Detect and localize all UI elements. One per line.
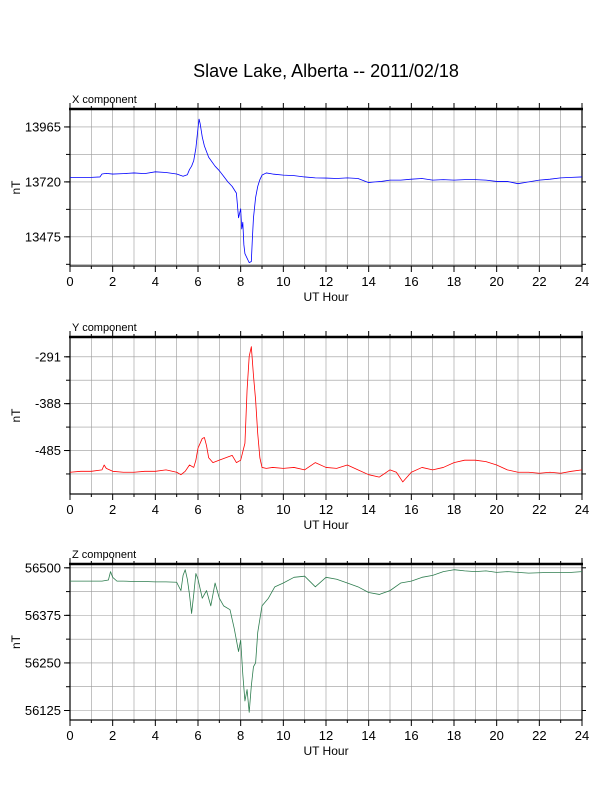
tick-label-x-x-6: 12 (319, 274, 333, 289)
tick-label-y-y-1: -388 (35, 396, 61, 411)
tick-label-x-z-0: 0 (66, 728, 73, 743)
series-line-y-0 (69, 346, 583, 483)
tick-label-x-x-7: 14 (361, 274, 375, 289)
tick-label-x-z-10: 20 (489, 728, 503, 743)
tick-label-x-z-9: 18 (447, 728, 461, 743)
tick-label-x-x-1: 2 (109, 274, 116, 289)
tick-label-x-z-1: 2 (109, 728, 116, 743)
tick-label-x-x-12: 24 (575, 274, 589, 289)
tick-label-x-z-4: 8 (237, 728, 244, 743)
tick-label-y-x-1: 13720 (25, 174, 61, 189)
tick-label-y-x-2: 13965 (25, 119, 61, 134)
panel-title-x: X component (72, 94, 137, 106)
tick-label-x-x-9: 18 (447, 274, 461, 289)
tick-label-x-z-8: 16 (404, 728, 418, 743)
tick-label-x-x-5: 10 (276, 274, 290, 289)
y-axis-label-z: nT (9, 634, 23, 649)
series-line-x-0 (70, 118, 583, 264)
series-line-z-0 (70, 569, 583, 713)
tick-label-x-x-0: 0 (66, 274, 73, 289)
tick-label-x-z-6: 12 (319, 728, 333, 743)
tick-label-x-x-10: 20 (489, 274, 503, 289)
tick-label-x-y-4: 8 (237, 502, 244, 517)
tick-label-x-y-2: 4 (152, 502, 159, 517)
y-axis-label-x: nT (9, 180, 23, 195)
y-axis-label-y: nT (9, 408, 23, 423)
tick-label-x-y-0: 0 (66, 502, 73, 517)
tick-label-y-y-0: -485 (35, 443, 61, 458)
tick-label-y-z-1: 56250 (25, 655, 61, 670)
tick-label-x-y-7: 14 (361, 502, 375, 517)
tick-label-x-x-8: 16 (404, 274, 418, 289)
tick-label-x-x-11: 22 (532, 274, 546, 289)
tick-label-x-z-5: 10 (276, 728, 290, 743)
tick-label-x-y-8: 16 (404, 502, 418, 517)
figure-title: Slave Lake, Alberta -- 2011/02/18 (193, 61, 459, 81)
tick-label-y-z-0: 56125 (25, 703, 61, 718)
tick-label-x-x-3: 6 (194, 274, 201, 289)
tick-label-x-y-11: 22 (532, 502, 546, 517)
tick-label-x-x-4: 8 (237, 274, 244, 289)
tick-label-y-x-0: 13475 (25, 229, 61, 244)
tick-label-x-y-10: 20 (489, 502, 503, 517)
x-axis-label-y: UT Hour (303, 518, 348, 532)
tick-label-y-y-2: -291 (35, 349, 61, 364)
tick-label-y-z-3: 56500 (25, 560, 61, 575)
tick-label-x-z-11: 22 (532, 728, 546, 743)
tick-label-x-z-2: 4 (152, 728, 159, 743)
tick-label-x-y-9: 18 (447, 502, 461, 517)
tick-label-y-z-2: 56375 (25, 608, 61, 623)
tick-label-x-y-12: 24 (575, 502, 589, 517)
tick-label-x-x-2: 4 (152, 274, 159, 289)
tick-label-x-z-12: 24 (575, 728, 589, 743)
panel-title-y: Y component (72, 322, 137, 334)
tick-label-x-z-7: 14 (361, 728, 375, 743)
tick-label-x-z-3: 6 (194, 728, 201, 743)
tick-label-x-y-5: 10 (276, 502, 290, 517)
x-axis-label-x: UT Hour (303, 290, 348, 304)
x-axis-label-z: UT Hour (303, 744, 348, 758)
tick-label-x-y-1: 2 (109, 502, 116, 517)
tick-label-x-y-6: 12 (319, 502, 333, 517)
tick-label-x-y-3: 6 (194, 502, 201, 517)
panel-title-z: Z component (72, 549, 136, 561)
